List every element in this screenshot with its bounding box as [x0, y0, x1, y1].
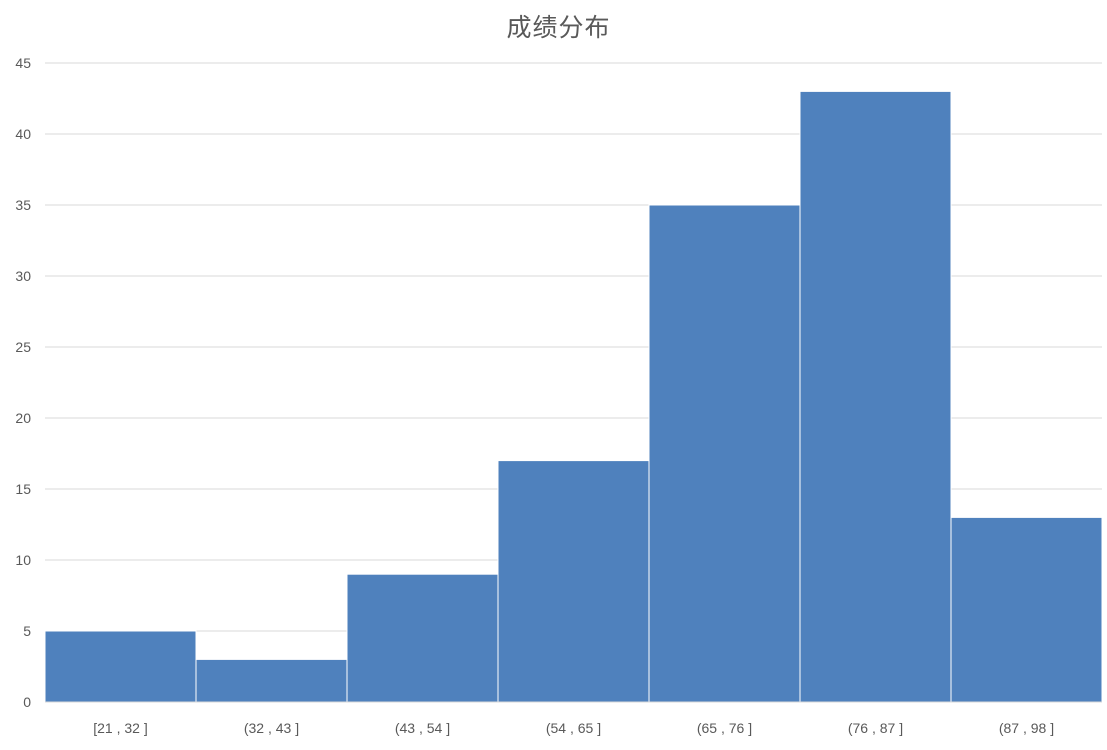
- x-tick-label: (65 , 76 ]: [697, 720, 752, 736]
- y-tick-label: 45: [15, 55, 31, 71]
- y-tick-label: 20: [15, 410, 31, 426]
- y-tick-label: 30: [15, 268, 31, 284]
- y-tick-label: 25: [15, 339, 31, 355]
- y-tick-label: 0: [23, 694, 31, 710]
- y-tick-label: 5: [23, 623, 31, 639]
- x-tick-label: (87 , 98 ]: [999, 720, 1054, 736]
- bar-1: [195, 658, 348, 703]
- bar-4: [648, 204, 801, 703]
- x-tick-label: (76 , 87 ]: [848, 720, 903, 736]
- y-tick-label: 35: [15, 197, 31, 213]
- bar-3: [497, 460, 650, 703]
- chart-title: 成绩分布: [506, 13, 611, 42]
- bar-6: [950, 516, 1103, 703]
- y-tick-label: 10: [15, 552, 31, 568]
- bar-5: [799, 90, 952, 703]
- bar-0: [44, 630, 197, 703]
- y-tick-label: 40: [15, 126, 31, 142]
- y-tick-label: 15: [15, 481, 31, 497]
- x-tick-label: (54 , 65 ]: [546, 720, 601, 736]
- x-tick-label: (43 , 54 ]: [395, 720, 450, 736]
- x-tick-label: [21 , 32 ]: [93, 720, 147, 736]
- x-tick-label: (32 , 43 ]: [244, 720, 299, 736]
- bar-2: [346, 573, 499, 703]
